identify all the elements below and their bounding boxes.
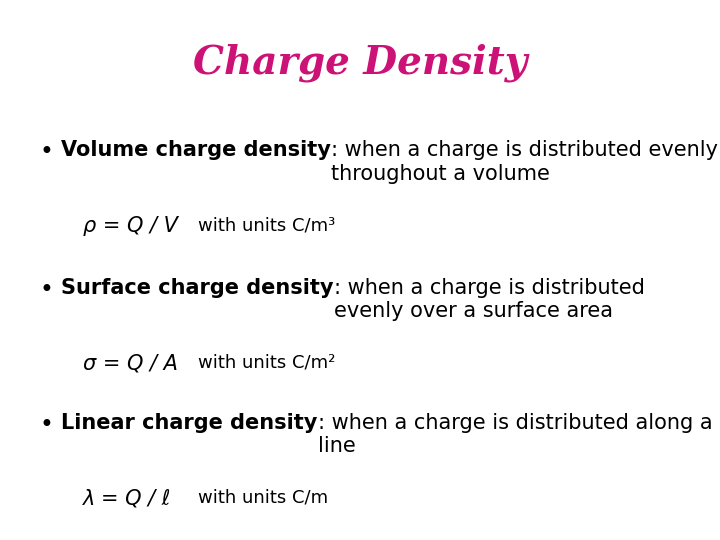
Text: Charge Density: Charge Density [193,43,527,82]
Text: with units C/m³: with units C/m³ [198,216,336,234]
Text: ρ = Q / V: ρ = Q / V [83,216,178,236]
Text: Surface charge density: Surface charge density [61,278,333,298]
Text: λ = Q / ℓ: λ = Q / ℓ [83,489,171,509]
Text: : when a charge is distributed along a line: : when a charge is distributed along a l… [318,413,712,456]
Text: with units C/m: with units C/m [198,489,328,507]
Text: •: • [40,278,53,302]
Text: : when a charge is distributed evenly over a surface area: : when a charge is distributed evenly ov… [333,278,644,321]
Text: Linear charge density: Linear charge density [61,413,318,433]
Text: Volume charge density: Volume charge density [61,140,331,160]
Text: with units C/m²: with units C/m² [198,354,336,372]
Text: •: • [40,140,53,164]
Text: : when a charge is distributed evenly throughout a volume: : when a charge is distributed evenly th… [331,140,718,184]
Text: σ = Q / A: σ = Q / A [83,354,178,374]
Text: •: • [40,413,53,437]
